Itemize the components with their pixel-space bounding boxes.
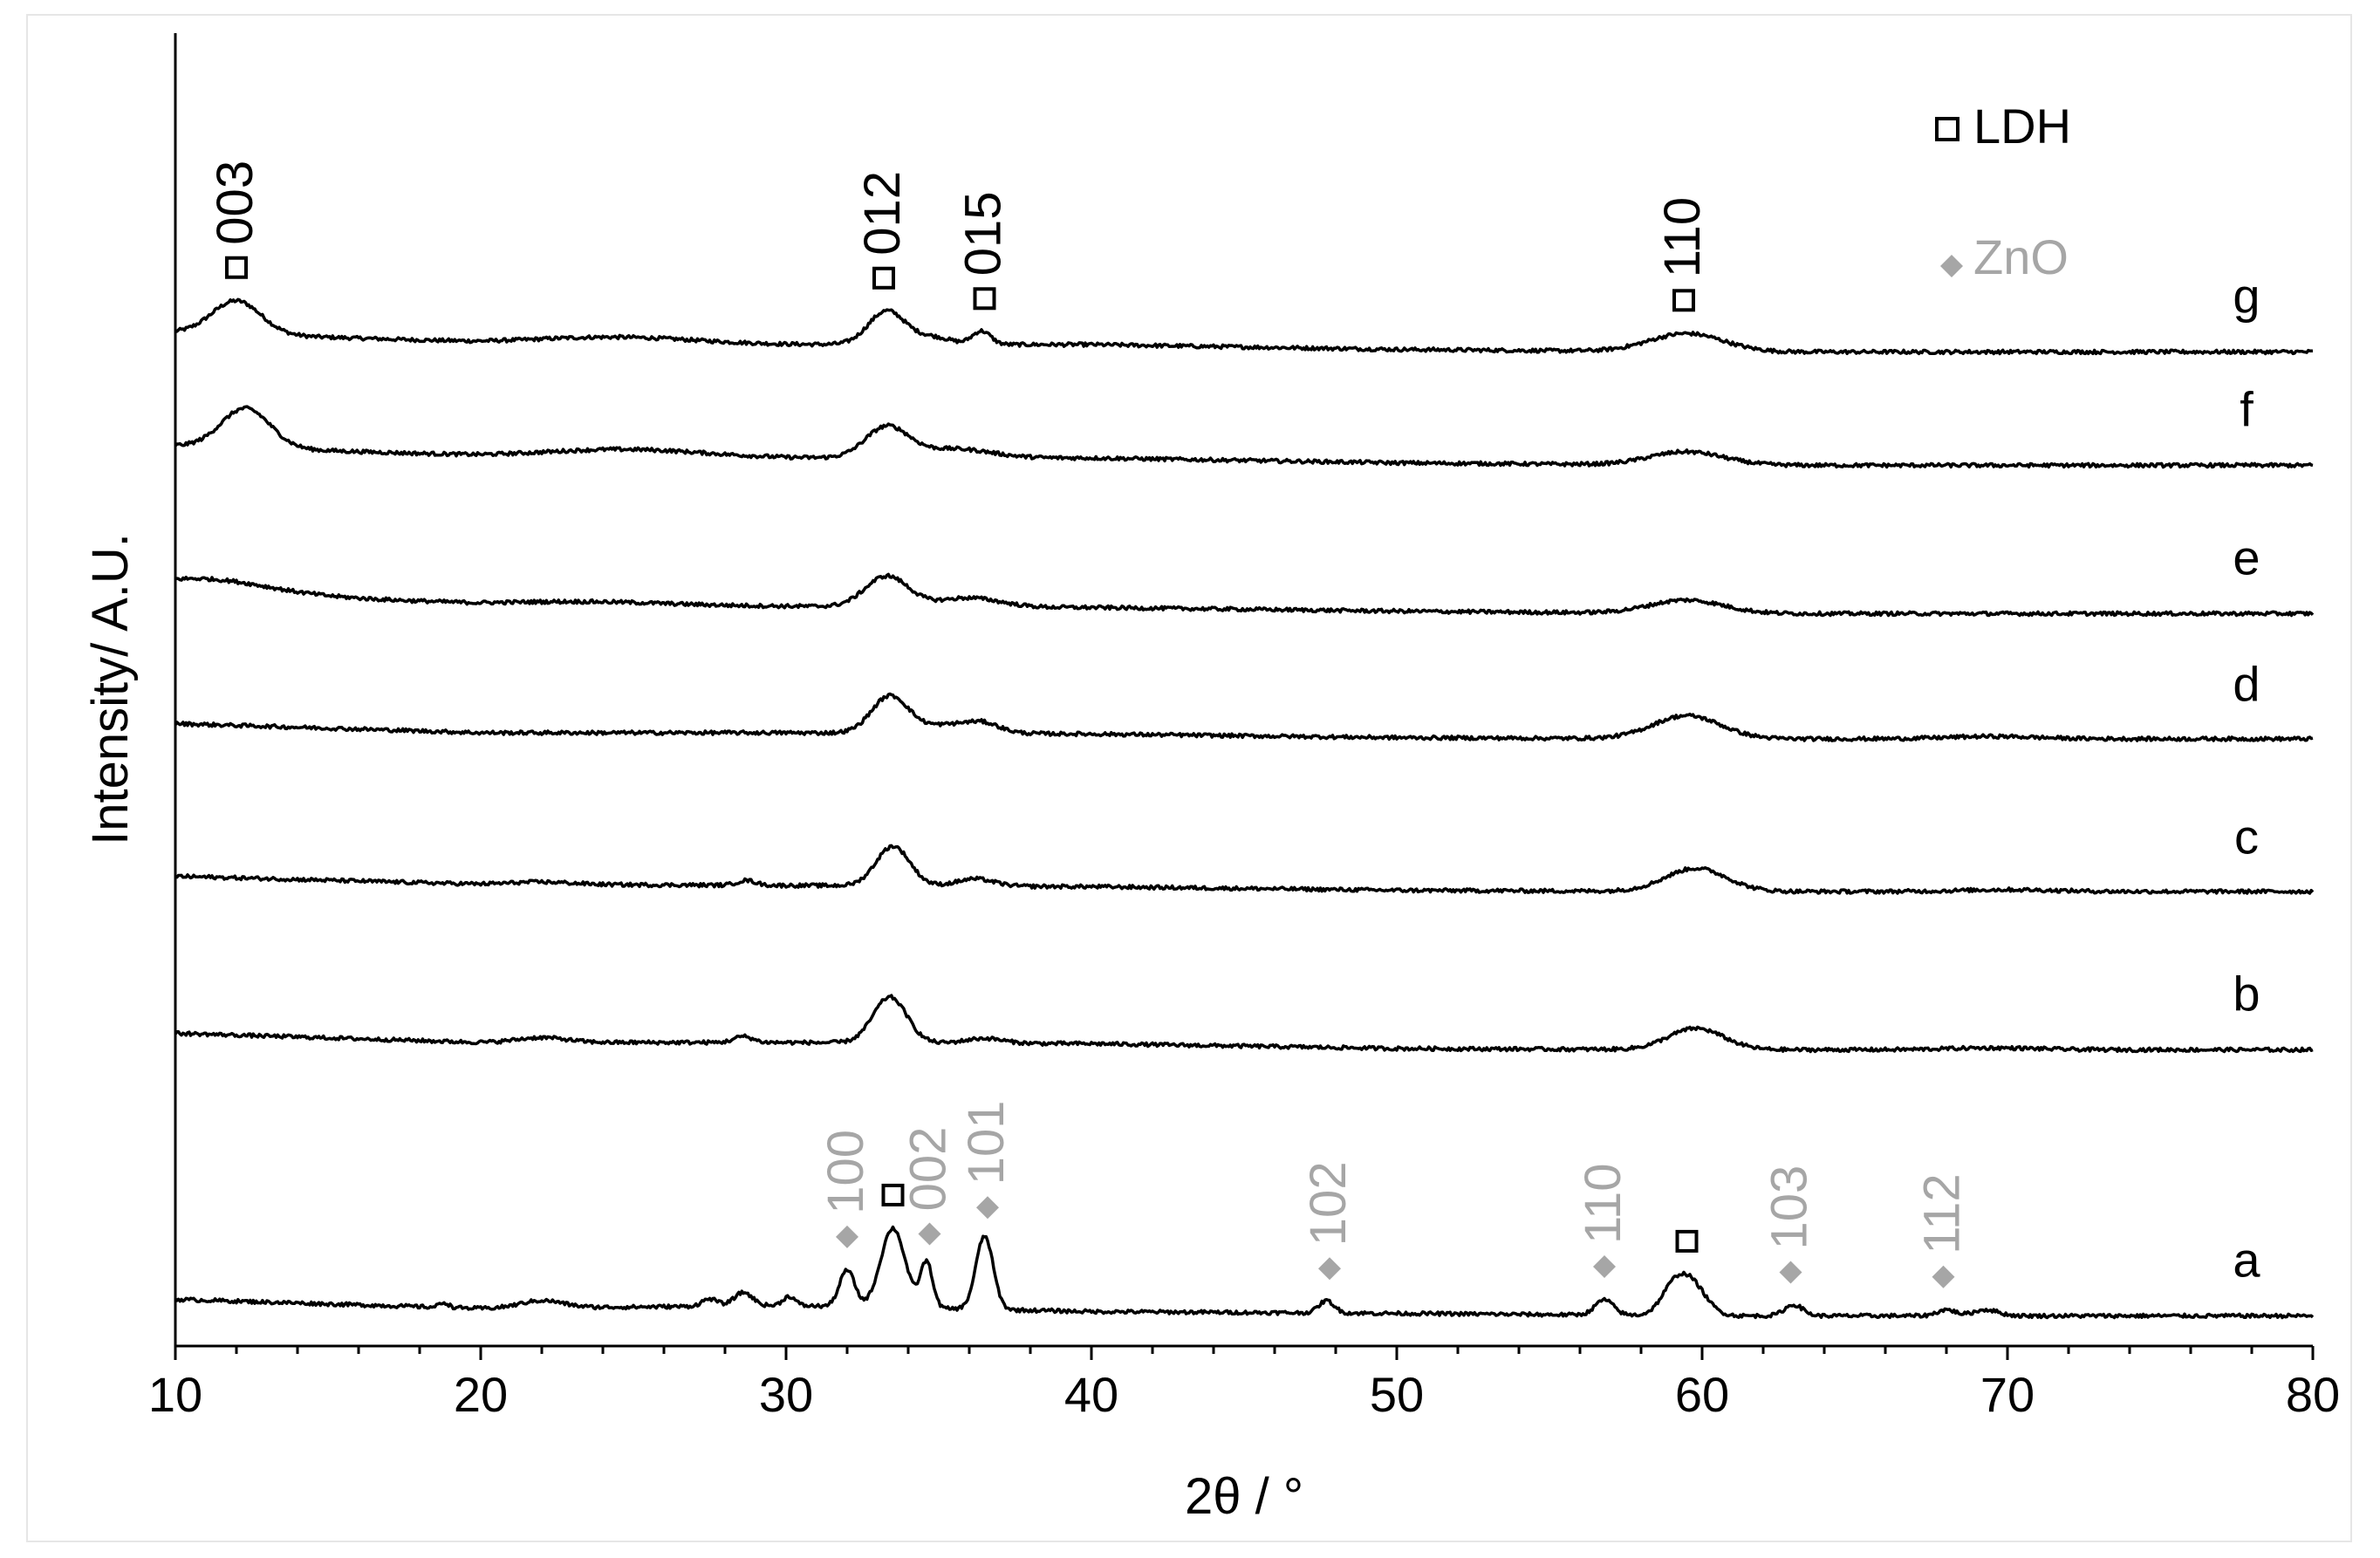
ldh-marker xyxy=(1672,289,1695,312)
y-axis-label: Intensity/ A.U. xyxy=(82,533,139,845)
legend-ldh-marker xyxy=(1935,117,1959,141)
trace-label-a: a xyxy=(2233,1233,2260,1288)
x-tick-label: 80 xyxy=(2286,1367,2340,1422)
zno-marker xyxy=(836,1225,858,1248)
peak-label: 110 xyxy=(1575,1164,1631,1244)
legend-zno-label: ZnO xyxy=(1973,229,2069,284)
trace-d xyxy=(174,692,2314,742)
axes: 10 20 30 40 50 60 70 80 xyxy=(148,33,2340,1422)
trace-b xyxy=(174,994,2314,1054)
zno-marker xyxy=(976,1196,999,1220)
traces: g f e d c b a xyxy=(174,269,2315,1320)
zno-marker xyxy=(1318,1257,1341,1281)
x-axis-label: 2θ / ° xyxy=(1185,1468,1303,1525)
trace-c xyxy=(174,844,2315,895)
x-tick-label: 50 xyxy=(1370,1367,1424,1422)
trace-g xyxy=(174,297,2314,356)
trace-label-d: d xyxy=(2233,657,2260,712)
trace-label-c: c xyxy=(2234,810,2259,864)
x-tick-label: 30 xyxy=(759,1367,813,1422)
x-ticks: 10 20 30 40 50 60 70 80 xyxy=(148,1346,2340,1422)
trace-a xyxy=(174,1225,2315,1320)
peak-annotations: 003 012 015 110 100 002 101 102 110 103 112 xyxy=(207,161,1971,1288)
peak-label: 110 xyxy=(1654,197,1711,277)
ldh-marker xyxy=(973,287,996,311)
peak-label: 003 xyxy=(207,161,263,245)
x-tick-label: 70 xyxy=(1980,1367,2035,1422)
legend-zno-marker xyxy=(1940,255,1963,277)
x-tick-label: 40 xyxy=(1064,1367,1118,1422)
ldh-marker xyxy=(881,1183,905,1206)
x-tick-label: 20 xyxy=(454,1367,508,1422)
zno-marker xyxy=(1779,1261,1802,1284)
legend: LDH ZnO xyxy=(1935,99,2071,284)
peak-label: 002 xyxy=(900,1127,957,1212)
legend-ldh-label: LDH xyxy=(1973,99,2071,154)
x-tick-label: 60 xyxy=(1675,1367,1729,1422)
peak-label: 100 xyxy=(817,1130,874,1214)
trace-label-e: e xyxy=(2233,530,2260,585)
ldh-marker xyxy=(872,266,895,290)
trace-label-g: g xyxy=(2233,269,2260,324)
trace-f xyxy=(174,405,2314,469)
peak-label: 012 xyxy=(854,171,911,256)
ldh-marker xyxy=(225,256,248,279)
zno-marker xyxy=(1932,1265,1955,1288)
zno-marker xyxy=(1593,1255,1616,1279)
peak-label: 103 xyxy=(1761,1165,1818,1250)
zno-marker xyxy=(918,1222,941,1246)
peak-label: 112 xyxy=(1914,1173,1971,1254)
trace-label-b: b xyxy=(2233,967,2260,1022)
peak-label: 101 xyxy=(958,1101,1015,1186)
peak-label: 102 xyxy=(1300,1161,1357,1246)
x-tick-label: 10 xyxy=(148,1367,202,1422)
trace-label-f: f xyxy=(2240,382,2253,437)
trace-e xyxy=(174,572,2315,618)
figure-frame xyxy=(26,14,2352,1542)
peak-label: 015 xyxy=(955,192,1012,277)
ldh-marker xyxy=(1675,1229,1699,1253)
